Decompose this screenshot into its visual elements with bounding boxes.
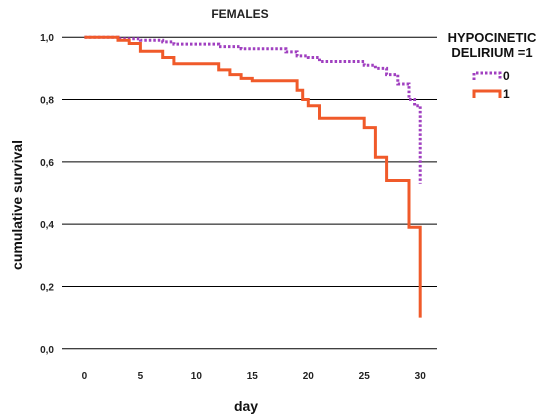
gridlines — [62, 36, 437, 350]
y-tick-label: 0,4 — [40, 220, 54, 231]
x-tick-labels: 0 5 10 15 20 25 30 — [82, 371, 427, 382]
legend-title-line-2: DELIRIUM =1 — [451, 45, 532, 60]
x-tick-label: 25 — [359, 371, 371, 382]
legend-label-1: 1 — [503, 87, 510, 101]
chart-title: FEMALES — [211, 7, 268, 21]
legend-label-0: 0 — [503, 69, 510, 83]
x-tick-label: 10 — [191, 371, 203, 382]
legend-swatch-0 — [472, 71, 502, 80]
legend-title-line-1: HYPOCINETIC — [448, 30, 537, 45]
x-tick-label: 20 — [303, 371, 315, 382]
series-line-1 — [84, 35, 422, 318]
y-tick-label: 1,0 — [40, 33, 54, 44]
x-tick-label: 0 — [82, 371, 88, 382]
y-axis-label: cumulative survival — [9, 140, 25, 270]
x-tick-label: 30 — [415, 371, 427, 382]
legend: HYPOCINETIC DELIRIUM =1 0 1 — [448, 30, 537, 101]
x-tick-label: 5 — [138, 371, 144, 382]
x-axis-label: day — [234, 398, 258, 414]
y-tick-label: 0,2 — [40, 282, 54, 293]
legend-swatch-1 — [472, 89, 502, 98]
series-lines — [84, 35, 422, 318]
x-tick-label: 15 — [247, 371, 259, 382]
y-tick-label: 0,8 — [40, 96, 54, 107]
series-line-0 — [84, 35, 422, 184]
y-tick-label: 0,6 — [40, 158, 54, 169]
y-tick-labels: 0,0 0,2 0,4 0,6 0,8 1,0 — [40, 33, 54, 356]
y-tick-label: 0,0 — [40, 345, 54, 356]
